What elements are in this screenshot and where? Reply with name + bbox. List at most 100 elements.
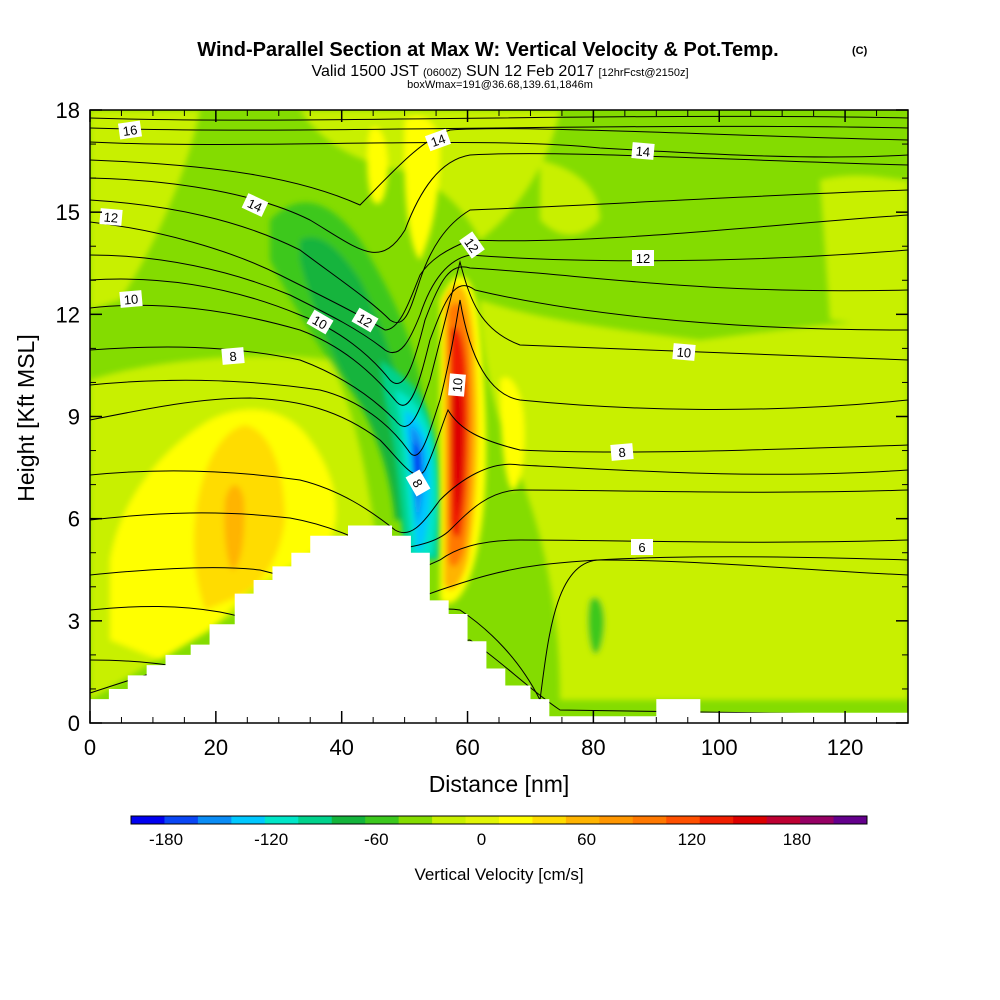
contour-label: 10: [672, 343, 696, 361]
colorbar-swatch: [699, 816, 734, 824]
contour-label-text: 12: [461, 235, 482, 255]
colorbar-swatch: [365, 816, 400, 824]
contour-label-text: 12: [355, 310, 375, 330]
field-region-yellow-right: [500, 377, 525, 490]
x-tick-label: 120: [827, 735, 864, 760]
contour-label: 8: [221, 347, 245, 365]
contour-label-bg: [632, 250, 654, 266]
contour-line: [90, 141, 908, 158]
colorbar-tick-label: 120: [678, 830, 706, 849]
field-region-yellow-top: [367, 127, 388, 204]
contour-label-bg: [351, 307, 379, 333]
y-tick-label: 0: [68, 711, 80, 736]
contour-line: [90, 285, 908, 406]
y-axis-label: Height [Kft MSL]: [13, 334, 39, 501]
field-region-lightgreen-mid: [540, 160, 600, 235]
contour-label-text: 6: [638, 540, 645, 555]
terrain-mask: [90, 525, 908, 723]
y-tick-label: 15: [56, 200, 80, 225]
contour-label: 10: [119, 290, 143, 308]
contour-line: [90, 153, 908, 253]
field-region-green-core: [300, 237, 410, 521]
colorbar-swatch: [197, 816, 232, 824]
x-tick-label: 20: [204, 735, 228, 760]
velocity-field: [90, 110, 908, 723]
colorbar-tick-label: -120: [254, 830, 288, 849]
chart-subtitle-box-wmax: boxWmax=191@36.68,139.61,1846m: [407, 79, 593, 91]
subtitle-date: SUN 12 Feb 2017: [466, 63, 594, 80]
contour-line: [90, 299, 908, 456]
contour-line: [90, 489, 908, 551]
colorbar-tick-label: -60: [364, 830, 389, 849]
field-region-updraft-darkred: [452, 379, 463, 515]
contour-line: [90, 266, 908, 384]
chart-title: Wind-Parallel Section at Max W: Vertical…: [197, 39, 778, 61]
colorbar-swatch: [666, 816, 701, 824]
contour-line: [90, 128, 908, 206]
colorbar-tick-label: 180: [783, 830, 811, 849]
contour-label-bg: [424, 128, 452, 152]
colorbar: -180 -120 -60 0 60 120 180: [130, 815, 868, 849]
colorbar-swatch: [599, 816, 634, 824]
subtitle-valid: Valid 1500 JST: [311, 63, 419, 80]
contour-label-bg: [117, 120, 143, 140]
theta-contours: [90, 115, 908, 716]
contour-label: 8: [610, 443, 634, 461]
contour-label: 14: [424, 128, 452, 152]
colorbar-label: Vertical Velocity [cm/s]: [414, 865, 583, 884]
contour-label-bg: [241, 193, 269, 217]
colorbar-swatch: [432, 816, 467, 824]
contour-label-bg: [306, 309, 334, 335]
colorbar-swatch: [465, 816, 500, 824]
colorbar-swatch: [231, 816, 266, 824]
contour-label: 10: [306, 309, 334, 335]
contour-line: [90, 463, 908, 534]
contour-label-bg: [631, 142, 655, 160]
copyright-mark: (C): [852, 45, 868, 57]
colorbar-swatch: [833, 816, 868, 824]
contour-label-text: 8: [618, 445, 627, 461]
colorbar-swatch: [800, 816, 835, 824]
subtitle-forecast: [12hrFcst@2150z]: [598, 67, 688, 79]
field-region-green-blob: [587, 597, 605, 654]
field-region-orange2-left: [224, 485, 245, 570]
contour-line: [90, 189, 908, 323]
chart-subtitle: Valid 1500 JST (0600Z) SUN 12 Feb 2017 […: [311, 63, 688, 80]
contour-label-bg: [221, 347, 245, 365]
contour-line: [90, 125, 908, 131]
x-tick-label: 80: [581, 735, 605, 760]
contour-line: [90, 556, 908, 641]
colorbar-swatch: [331, 816, 366, 824]
contour-label-bg: [672, 343, 696, 361]
contour-label-text: 8: [229, 349, 238, 365]
colorbar-swatch: [766, 816, 801, 824]
subtitle-utc: (0600Z): [423, 67, 462, 79]
contour-label-text: 10: [449, 377, 465, 393]
colorbar-tick-label: 0: [477, 830, 486, 849]
y-tick-label: 6: [68, 507, 80, 532]
contour-label-text: 14: [245, 196, 264, 216]
colorbar-swatch: [499, 816, 533, 824]
contour-line: [90, 539, 908, 601]
contour-line: [90, 115, 908, 121]
colorbar-swatch: [131, 816, 165, 824]
contour-label-text: 16: [122, 122, 138, 139]
y-tick-label: 12: [56, 302, 80, 327]
contour-label: 10: [448, 373, 466, 397]
colorbar-swatch: [298, 816, 333, 824]
contour-label-text: 12: [103, 209, 119, 225]
x-tick-label: 40: [329, 735, 353, 760]
contour-line: [90, 249, 908, 353]
contour-label-bg: [405, 469, 431, 497]
colorbar-tick-label: 60: [577, 830, 596, 849]
x-axis: 0 20 40 60 80 100 120: [84, 110, 909, 760]
colorbar-frame: [130, 815, 868, 825]
contour-label: 8: [405, 469, 431, 497]
contour-label-bg: [119, 290, 143, 308]
contour-line: [90, 214, 908, 331]
colorbar-swatch: [398, 816, 433, 824]
colorbar-tick-label: -180: [149, 830, 183, 849]
contour-label: 14: [241, 193, 269, 217]
x-tick-label: 100: [701, 735, 738, 760]
